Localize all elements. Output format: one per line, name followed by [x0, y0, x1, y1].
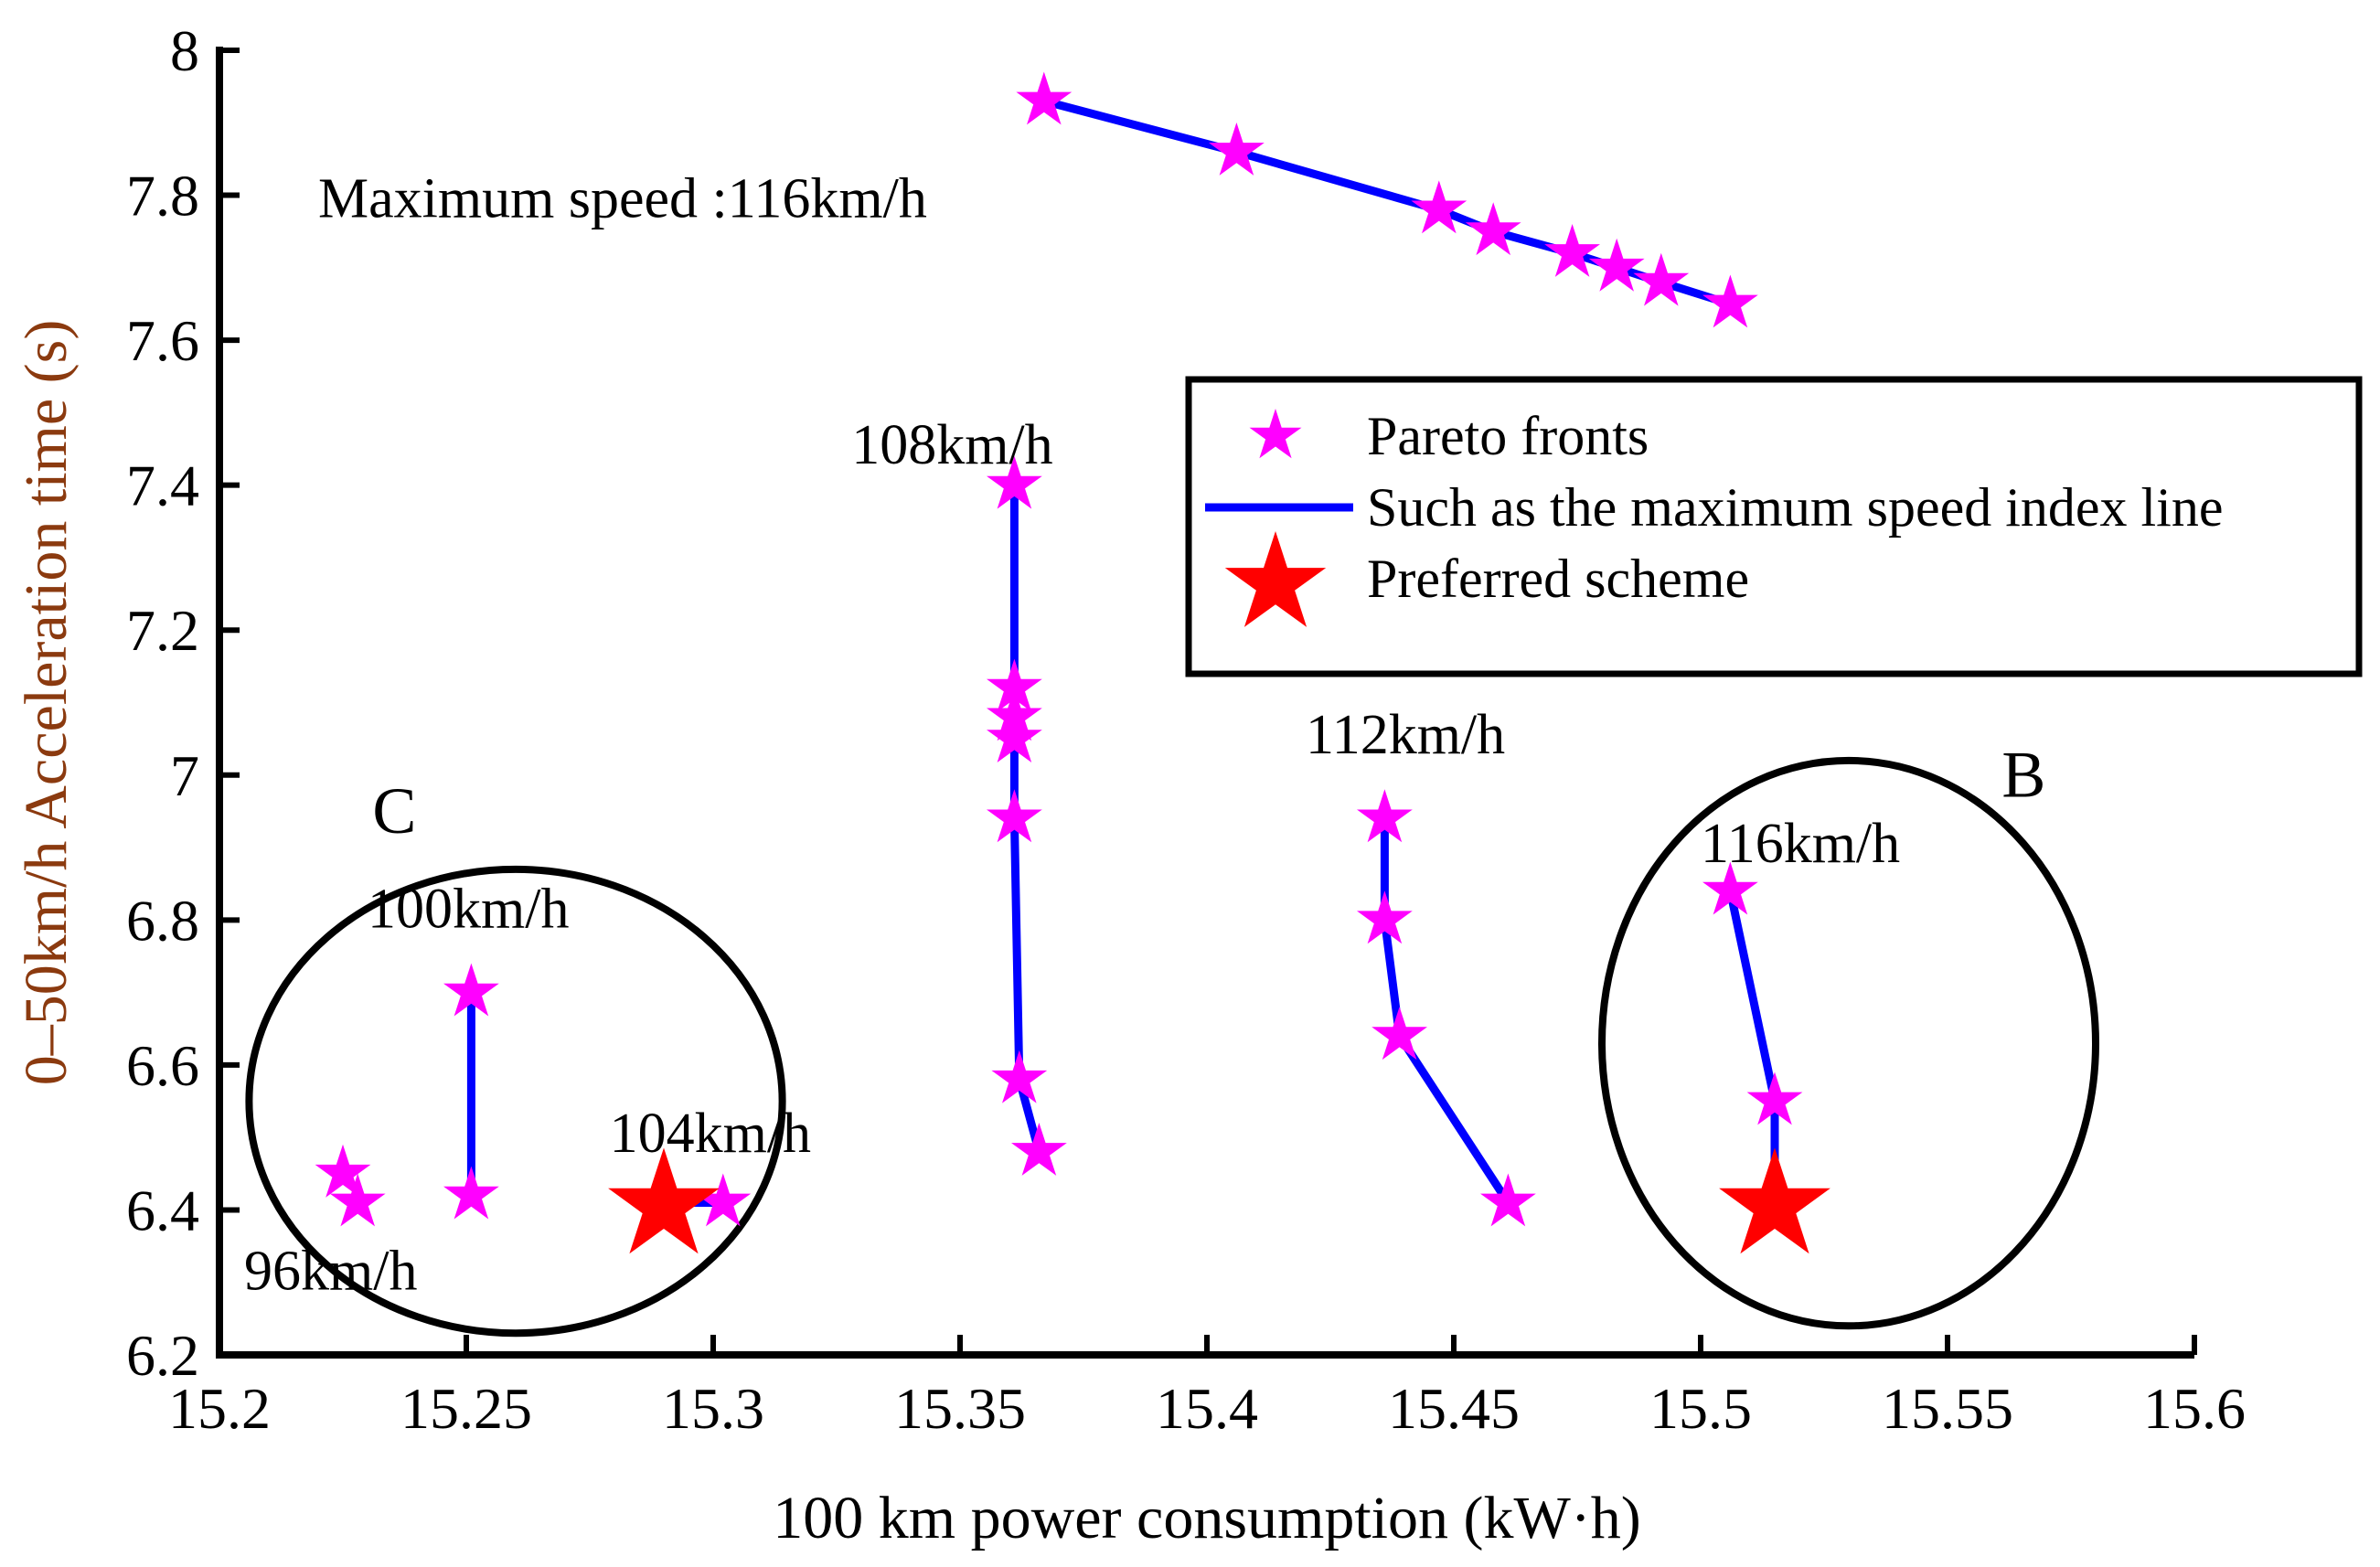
y-tick-label: 7.8	[126, 164, 199, 229]
pareto-point	[991, 1050, 1048, 1103]
legend-pareto-marker	[1249, 409, 1302, 459]
pareto-point	[443, 1166, 499, 1220]
region-c-label: C	[372, 774, 416, 847]
region-b-circle	[1598, 756, 2099, 1330]
annotation-text: Maximum speed :116km/h	[318, 167, 927, 229]
pareto-point	[987, 789, 1042, 843]
x-tick-label: 15.4	[1156, 1376, 1258, 1441]
region-circles	[245, 756, 2099, 1338]
series-label: 116km/h	[1701, 813, 1900, 875]
pareto-point	[1746, 1071, 1803, 1125]
pareto-point	[329, 1173, 386, 1227]
preferred-scheme-point	[1719, 1147, 1830, 1254]
legend: Pareto fronts Such as the maximum speed i…	[1185, 376, 2363, 677]
series-line	[1725, 890, 1779, 1203]
y-tick-label: 6.8	[126, 888, 199, 953]
legend-label: Pareto fronts	[1367, 406, 1649, 466]
series-line	[1380, 818, 1512, 1205]
pareto-point	[1011, 1123, 1067, 1176]
pareto-point	[315, 1144, 371, 1198]
x-tick-label: 15.6	[2143, 1376, 2246, 1441]
y-axis-label: 0–50km/h Acceleration time (s)	[13, 320, 80, 1086]
preferred-schemes	[608, 1147, 1830, 1254]
pareto-point	[1702, 274, 1758, 328]
region-c-circle	[245, 865, 786, 1338]
pareto-point	[1544, 224, 1600, 277]
x-tick-label: 15.2	[168, 1376, 271, 1441]
series-labels: 96km/h 100km/h 104km/h 108km/h 112km/h 116km/…	[244, 167, 2045, 1302]
x-tick-label: 15.55	[1882, 1376, 2013, 1441]
pareto-point	[1371, 1007, 1427, 1061]
legend-box	[1185, 376, 2363, 677]
y-tick-label: 7.4	[126, 453, 199, 518]
preferred-scheme-point	[608, 1147, 720, 1254]
y-tick-label: 6.4	[126, 1178, 199, 1242]
pareto-point	[987, 455, 1042, 509]
legend-preferred-marker	[1224, 531, 1327, 627]
y-tick-label: 6.6	[126, 1033, 199, 1098]
y-tick-label: 7	[170, 743, 199, 808]
region-b-label: B	[2001, 739, 2045, 812]
axes: 15.2 15.25 15.3 15.35 15.4 15.45 15.5 15.55 15.6…	[126, 18, 2246, 1441]
x-tick-label: 15.45	[1388, 1376, 1520, 1441]
series-label: 100km/h	[368, 878, 569, 940]
pareto-point	[1588, 238, 1645, 292]
pareto-point	[1480, 1173, 1536, 1227]
series-label: 108km/h	[851, 414, 1052, 476]
pareto-point	[1357, 890, 1413, 944]
pareto-point	[1209, 123, 1265, 176]
x-axis-label: 100 km power consumption (kW·h)	[773, 1485, 1641, 1551]
pareto-point	[1465, 202, 1521, 256]
series-label: 112km/h	[1306, 704, 1505, 766]
legend-label: Such as the maximum speed index line	[1367, 477, 2223, 538]
pareto-point	[443, 963, 499, 1017]
pareto-point	[987, 658, 1042, 712]
x-tick-label: 15.3	[662, 1376, 764, 1441]
series-label: 104km/h	[610, 1103, 811, 1165]
y-tick-label: 7.6	[126, 308, 199, 373]
pareto-point	[1633, 252, 1690, 306]
y-tick-label: 8	[170, 18, 199, 83]
x-tick-label: 15.35	[894, 1376, 1026, 1441]
pareto-point	[987, 709, 1042, 762]
series-label: 96km/h	[244, 1241, 417, 1303]
pareto-point	[1702, 861, 1758, 915]
pareto-point	[1016, 71, 1073, 125]
legend-label: Preferred scheme	[1367, 549, 1749, 609]
pareto-point	[1357, 789, 1413, 843]
x-tick-label: 15.25	[400, 1376, 532, 1441]
y-tick-label: 7.2	[126, 598, 199, 663]
pareto-point	[695, 1173, 752, 1227]
y-tick-label: 6.2	[126, 1323, 199, 1388]
x-tick-label: 15.5	[1649, 1376, 1752, 1441]
pareto-point	[1411, 180, 1467, 234]
